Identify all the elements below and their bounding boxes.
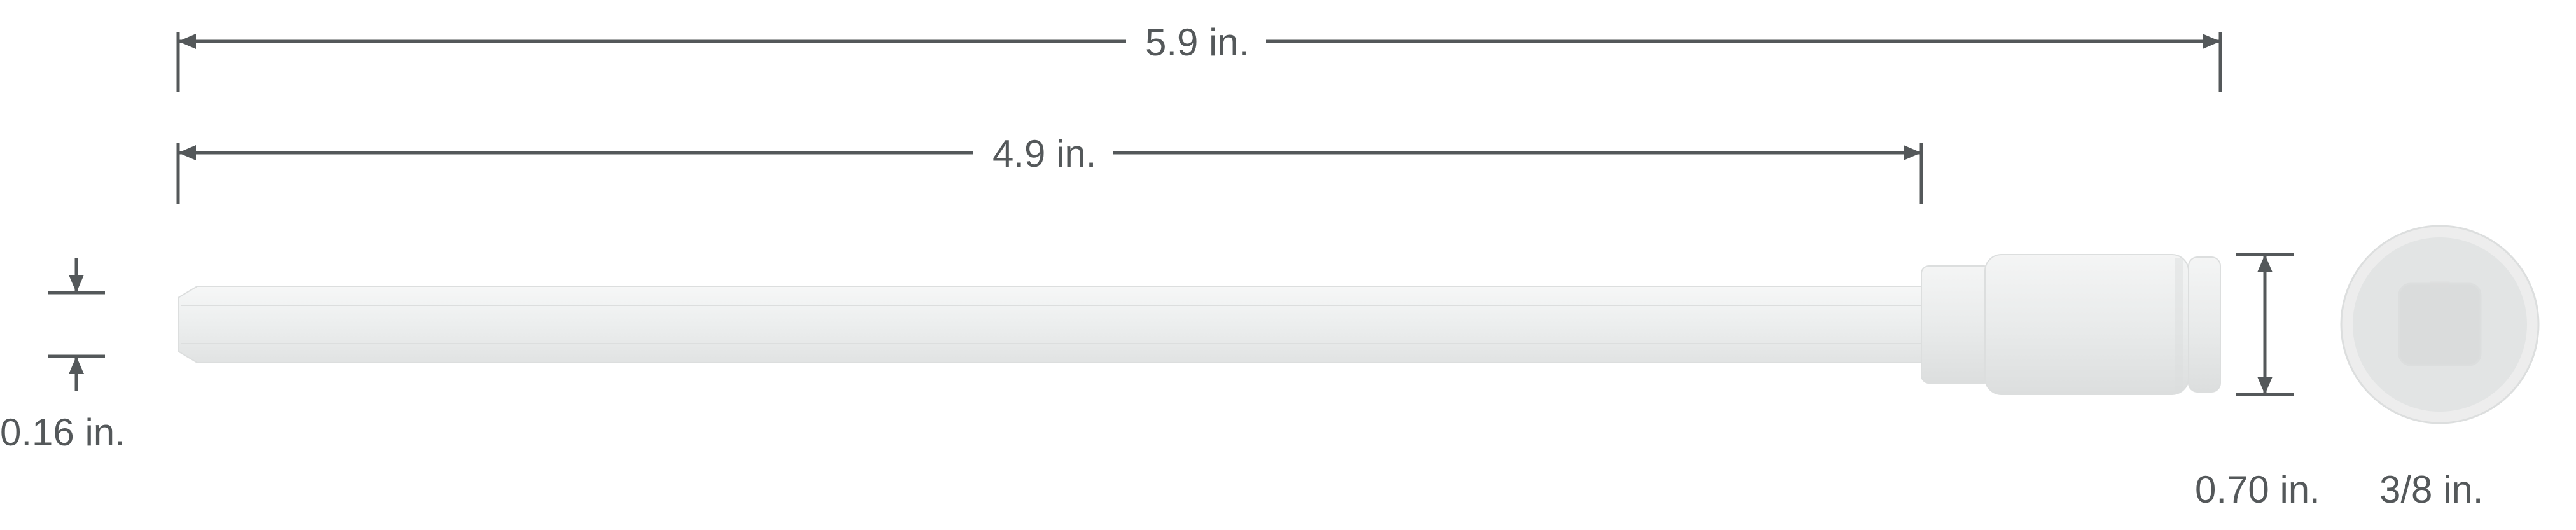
drive-size-label: 3/8 in. xyxy=(2379,468,2483,512)
tool-end-view xyxy=(0,0,2576,530)
diagram-stage: 5.9 in. 4.9 in. 0.16 in. 0.70 in. 3/8 in… xyxy=(0,0,2576,530)
